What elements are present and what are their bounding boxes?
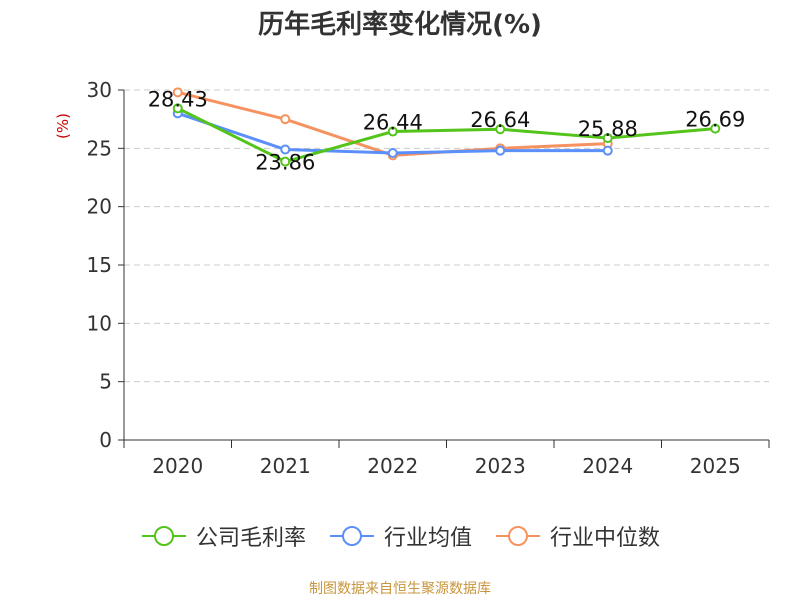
data-point (280, 114, 291, 125)
data-label: 23.86 (255, 151, 315, 175)
data-point (495, 124, 506, 135)
data-labels: 28.43 23.86 26.44 26.64 25.88 26.69 (148, 87, 746, 174)
legend-marker-icon (141, 526, 186, 546)
x-tick-label: 2021 (260, 454, 311, 478)
x-tick-label: 2023 (475, 454, 526, 478)
data-point (280, 144, 291, 155)
data-label: 26.44 (363, 111, 423, 135)
y-tick-label: 30 (87, 78, 112, 102)
legend-marker-icon (496, 526, 540, 546)
x-tick-label: 2020 (152, 454, 203, 478)
data-label: 26.69 (685, 108, 745, 132)
series-line (177, 106, 716, 164)
data-point (602, 133, 613, 144)
y-axis-label: (%) (54, 113, 72, 139)
data-label: 26.64 (470, 108, 530, 132)
data-label: 25.88 (578, 117, 638, 141)
legend-item[interactable]: 行业均值 (328, 520, 472, 552)
y-tick-label: 20 (87, 195, 112, 219)
data-point (602, 145, 613, 156)
data-point (172, 87, 183, 98)
y-tick-label: 5 (99, 370, 112, 394)
y-tick-label: 0 (99, 428, 112, 452)
data-point (387, 148, 398, 158)
legend-marker-icon (329, 526, 374, 546)
legend-label: 行业均值 (383, 526, 472, 551)
grid-lines (124, 89, 769, 383)
legend-item[interactable]: 行业中位数 (494, 520, 660, 552)
x-tick-label: 2022 (367, 454, 418, 478)
data-point (280, 156, 291, 167)
y-tick-label: 25 (87, 136, 112, 160)
chart-title: 历年毛利率变化情况(%) (258, 10, 542, 40)
data-point (387, 126, 398, 137)
data-point (495, 145, 506, 156)
y-tick-label: 15 (87, 253, 112, 277)
legend-label: 行业中位数 (550, 526, 661, 551)
data-point (172, 103, 183, 114)
y-tick-label: 10 (87, 311, 112, 335)
x-tick-label: 2025 (690, 454, 741, 478)
legend-label: 公司毛利率 (195, 526, 306, 551)
data-point (710, 123, 721, 134)
x-tick-label: 2024 (582, 454, 633, 478)
legend-item[interactable]: 公司毛利率 (140, 520, 306, 552)
source-note: 制图数据来自恒生聚源数据库 (309, 581, 491, 597)
legend: 公司毛利率 行业均值 行业中位数 (0, 518, 800, 554)
series-lines (172, 87, 721, 167)
data-label: 28.43 (148, 87, 208, 111)
